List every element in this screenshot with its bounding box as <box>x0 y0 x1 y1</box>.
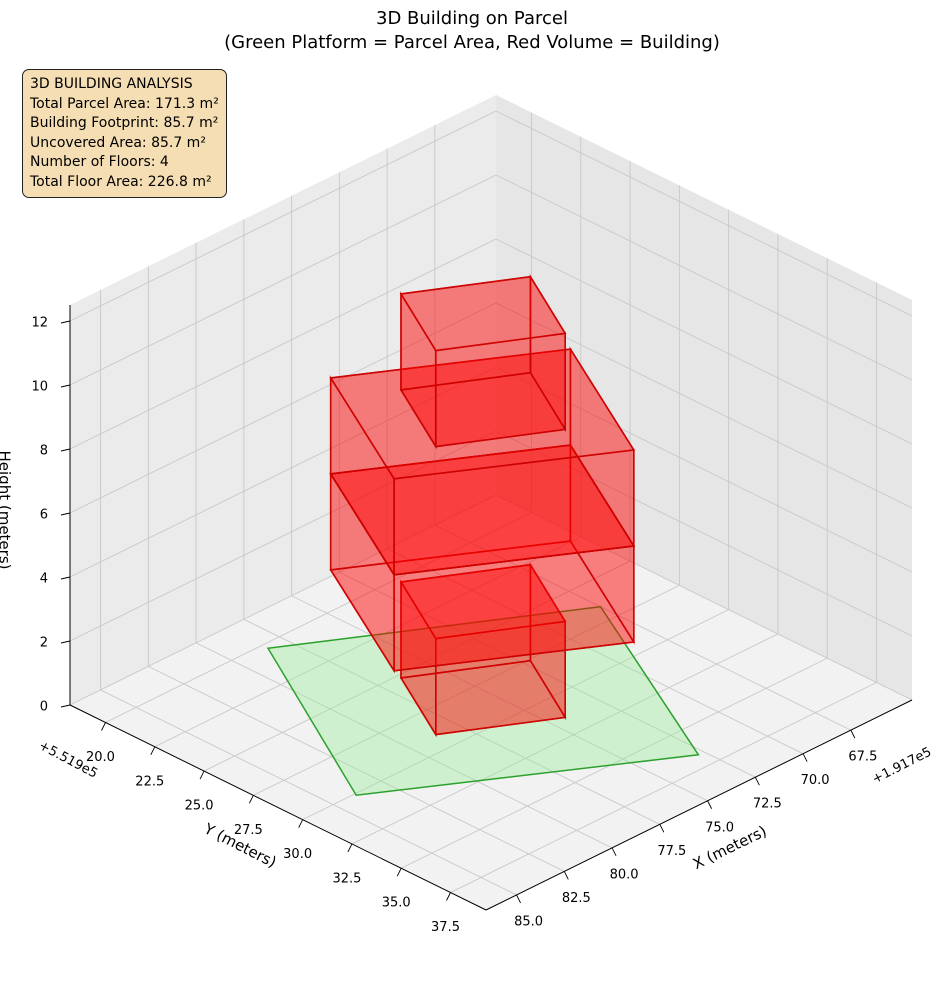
grid-line <box>253 584 680 796</box>
wall-pane <box>496 95 912 700</box>
tick-mark <box>101 722 106 731</box>
grid-line <box>495 430 913 637</box>
grid-line <box>302 609 729 821</box>
y-tick-label: 25.0 <box>185 799 214 814</box>
info-box: 3D BUILDING ANALYSIS Total Parcel Area: 1… <box>22 69 227 198</box>
z-tick-label: 8 <box>40 444 48 459</box>
grid-line <box>203 560 631 772</box>
z-tick-label: 4 <box>40 572 48 587</box>
y-tick-label: 35.0 <box>382 896 411 911</box>
grid-line <box>148 665 565 872</box>
z-tick-label: 12 <box>31 316 48 331</box>
grid-line <box>351 633 779 845</box>
grid-line <box>450 682 877 893</box>
grid-line <box>69 430 497 642</box>
grid-line <box>434 524 852 731</box>
tick-mark <box>659 824 665 833</box>
grid-line <box>495 238 913 445</box>
grid-line <box>386 548 804 755</box>
tick-mark <box>563 871 569 880</box>
grid-line <box>495 494 913 701</box>
x-tick-label: 70.0 <box>801 773 830 788</box>
grid-line <box>195 642 613 849</box>
grid-line <box>154 536 581 748</box>
floor-face <box>399 275 567 352</box>
tick-mark <box>707 800 712 809</box>
tick-mark <box>446 892 451 901</box>
grid-line <box>339 571 756 778</box>
tick-mark <box>516 894 521 904</box>
tick-mark <box>60 640 71 644</box>
tick-mark <box>60 448 71 452</box>
x-tick-label: 75.0 <box>705 820 734 835</box>
tick-mark <box>199 770 205 780</box>
axis-line <box>69 704 487 911</box>
z-axis-label: Height (meters) <box>0 451 14 570</box>
info-line: Total Parcel Area: 171.3 m² <box>30 95 219 112</box>
tick-mark <box>347 843 353 853</box>
grid-line <box>69 110 497 322</box>
axis-line <box>485 699 913 911</box>
info-line: Total Floor Area: 226.8 m² <box>30 173 212 190</box>
grid-line <box>105 512 532 723</box>
grid-line <box>69 366 497 578</box>
floor-face <box>329 348 636 480</box>
chart-title: 3D Building on Parcel <box>376 8 568 29</box>
info-line: Number of Floors: 4 <box>30 154 169 170</box>
x-tick-label: 85.0 <box>514 914 543 929</box>
z-tick-label: 10 <box>31 380 48 395</box>
grid-line <box>401 657 828 869</box>
y-tick-label: 32.5 <box>332 871 361 886</box>
x-tick-label: 82.5 <box>562 891 591 906</box>
x-tick-label: 67.5 <box>848 750 877 765</box>
tick-mark <box>396 868 402 877</box>
tick-mark <box>60 704 71 708</box>
tick-mark <box>754 777 760 786</box>
y-tick-label: 20.0 <box>86 750 115 765</box>
tick-mark <box>802 753 808 762</box>
x-tick-label: 72.5 <box>753 797 782 812</box>
grid-line <box>69 238 497 450</box>
tick-mark <box>150 746 156 755</box>
grid-line <box>495 174 913 381</box>
info-line: Uncovered Area: 85.7 m² <box>30 134 206 151</box>
wall-pane <box>70 95 496 705</box>
tick-mark <box>60 512 71 516</box>
tick-mark <box>611 847 617 857</box>
z-tick-label: 0 <box>40 700 48 715</box>
grid-line <box>495 110 913 317</box>
grid-line <box>69 494 497 706</box>
grid-line <box>100 689 517 896</box>
tick-mark <box>298 819 304 828</box>
grid-line <box>69 174 497 386</box>
chart-subtitle: (Green Platform = Parcel Area, Red Volum… <box>224 32 720 53</box>
floor-face <box>399 563 567 640</box>
floor-pane <box>70 495 912 910</box>
info-line: Building Footprint: 85.7 m² <box>30 115 219 131</box>
y-tick-label: 30.0 <box>283 847 312 862</box>
y-tick-label: 27.5 <box>234 823 263 838</box>
tick-mark <box>248 795 254 804</box>
grid-line <box>69 302 497 514</box>
grid-line <box>291 595 708 802</box>
y-tick-label: 37.5 <box>431 920 460 935</box>
y-tick-label: 22.5 <box>135 774 164 789</box>
z-tick-label: 2 <box>40 636 48 651</box>
tick-mark <box>60 384 71 388</box>
tick-mark <box>60 320 71 324</box>
tick-mark <box>850 729 856 739</box>
grid-line <box>243 618 661 825</box>
parcel <box>266 605 700 797</box>
x-offset-label: +1.917e5 <box>870 745 934 788</box>
z-tick-label: 6 <box>40 508 48 523</box>
info-line: 3D BUILDING ANALYSIS <box>30 76 193 92</box>
tick-mark <box>60 576 71 580</box>
x-tick-label: 77.5 <box>657 844 686 859</box>
x-tick-label: 80.0 <box>610 867 639 882</box>
